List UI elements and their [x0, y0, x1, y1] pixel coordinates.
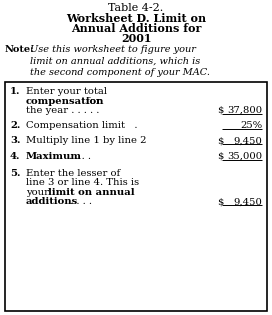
Text: . . . .: . . . . — [66, 152, 91, 161]
Text: compensation: compensation — [26, 96, 104, 106]
Text: the year . . . . .: the year . . . . . — [26, 106, 99, 115]
Text: Maximum: Maximum — [26, 152, 82, 161]
Text: $: $ — [217, 106, 223, 115]
Text: Annual Additions for: Annual Additions for — [71, 23, 201, 34]
Text: 3.: 3. — [10, 136, 20, 146]
Text: $: $ — [217, 197, 223, 206]
Text: Note:: Note: — [5, 45, 35, 54]
Text: Enter the lesser of: Enter the lesser of — [26, 169, 120, 178]
Text: Compensation limit   .: Compensation limit . — [26, 121, 138, 130]
Text: Table 4-2.: Table 4-2. — [108, 3, 164, 13]
Text: Use this worksheet to figure your
limit on annual additions, which is
the second: Use this worksheet to figure your limit … — [30, 45, 210, 77]
Text: $: $ — [217, 136, 223, 146]
Text: . . . .: . . . . — [67, 197, 92, 206]
Text: for: for — [83, 96, 101, 106]
Text: 2.: 2. — [10, 121, 20, 130]
Text: additions: additions — [26, 197, 78, 206]
Text: 4.: 4. — [10, 152, 20, 161]
Text: your: your — [26, 188, 52, 197]
Text: 9,450: 9,450 — [233, 136, 262, 146]
Text: 1.: 1. — [10, 87, 20, 96]
Text: 9,450: 9,450 — [233, 197, 262, 206]
Text: 35,000: 35,000 — [227, 152, 262, 161]
Text: $: $ — [217, 152, 223, 161]
Text: 37,800: 37,800 — [227, 106, 262, 115]
Text: 2001: 2001 — [121, 33, 151, 44]
Text: 5.: 5. — [10, 169, 20, 178]
Bar — [5, 82, 267, 311]
Text: 25%: 25% — [240, 121, 262, 130]
Text: Enter your total: Enter your total — [26, 87, 107, 96]
Text: line 3 or line 4. This is: line 3 or line 4. This is — [26, 178, 139, 187]
Text: Worksheet D. Limit on: Worksheet D. Limit on — [66, 13, 206, 24]
Text: Multiply line 1 by line 2: Multiply line 1 by line 2 — [26, 136, 147, 146]
Text: limit on annual: limit on annual — [48, 188, 135, 197]
